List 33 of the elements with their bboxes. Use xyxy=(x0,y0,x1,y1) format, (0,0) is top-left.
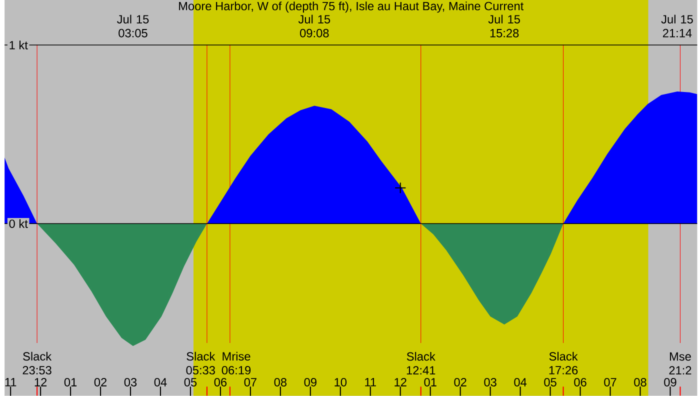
ref-line-label: Mrise 06:19 xyxy=(222,352,251,374)
ref-line-label: Slack 17:26 xyxy=(549,352,578,374)
x-tick-label: 08 xyxy=(634,378,646,386)
x-tick-label: 08 xyxy=(274,378,287,386)
x-tick-label: 04 xyxy=(514,378,527,386)
x-tick-label: 01 xyxy=(424,378,436,386)
x-tick-label: 03 xyxy=(124,378,137,386)
x-tick-label: 06 xyxy=(214,378,227,386)
x-tick-label: 05 xyxy=(544,378,556,386)
x-tick-label: 12 xyxy=(394,378,406,386)
x-tick-label: 04 xyxy=(154,378,167,386)
x-tick-label: 01 xyxy=(64,378,77,386)
ref-line-label: Slack 23:53 xyxy=(22,352,52,374)
annotation: Jul 15 21:14 xyxy=(661,14,693,38)
x-tick-label: 02 xyxy=(94,378,107,386)
x-tick-label: 11 xyxy=(5,378,16,386)
x-tick-label: 12 xyxy=(34,378,47,386)
x-tick-label: 09 xyxy=(304,378,316,386)
x-tick-label: 11 xyxy=(365,378,376,386)
ref-line-label: Mse 21:2 xyxy=(669,352,692,374)
y-tick-label: 0 kt xyxy=(9,219,28,228)
x-tick-label: 07 xyxy=(604,378,616,386)
x-tick-label: 02 xyxy=(454,378,466,386)
y-tick-label: 1 kt xyxy=(10,40,28,50)
x-tick-label: 10 xyxy=(334,378,347,386)
x-tick-label: 09 xyxy=(664,378,676,386)
annotation: Jul 15 09:08 xyxy=(298,14,330,38)
annotation: Jul 15 15:28 xyxy=(488,14,520,38)
x-tick-label: 06 xyxy=(574,378,586,386)
ref-line-label: Slack 12:41 xyxy=(406,352,436,374)
x-tick-label: 07 xyxy=(244,378,256,386)
annotation: Jul 15 03:05 xyxy=(117,14,149,38)
x-tick-label: 03 xyxy=(484,378,496,386)
